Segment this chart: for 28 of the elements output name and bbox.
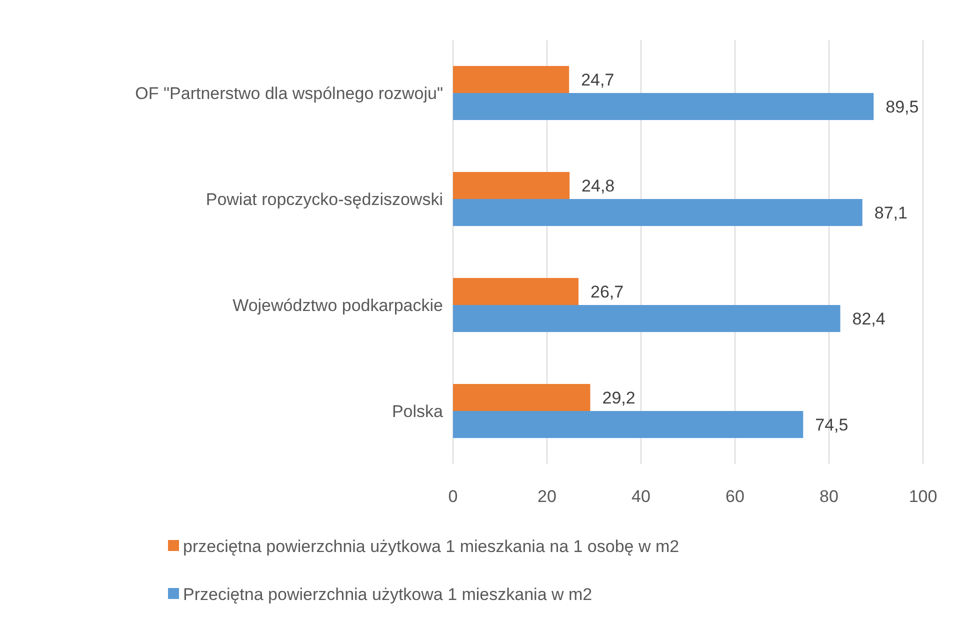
y-tick-label: OF "Partnerstwo dla wspólnego rozwoju" [135,84,443,103]
bar [453,93,874,120]
data-label: 74,5 [815,416,848,435]
x-tick-label: 80 [820,487,838,506]
x-tick-label: 0 [448,487,458,506]
x-tick-label: 100 [908,487,938,506]
bar [453,66,570,93]
y-tick-label: Polska [392,402,444,421]
data-label: 29,2 [602,388,636,408]
data-label: 24,7 [581,70,614,90]
x-tick-label: 40 [632,487,650,506]
data-label: 87,1 [874,204,908,223]
data-label: 82,4 [852,310,886,329]
bar [453,278,578,305]
legend-label: przeciętna powierzchnia użytkowa 1 mieszkania na 1 osobę w m2 [183,537,680,556]
y-tick-label: Powiat ropczycko-sędziszowski [206,190,443,209]
data-label: 26,7 [590,282,624,302]
bar [453,411,804,438]
data-label: 24,8 [582,176,615,196]
bar [453,172,570,199]
bar [453,384,590,411]
x-tick-label: 60 [726,487,744,506]
bar [453,305,840,332]
data-label: 89,5 [886,98,919,117]
y-tick-label: Województwo podkarpackie [232,296,443,315]
bar [453,199,862,226]
x-tick-label: 20 [538,487,556,506]
legend-label: Przeciętna powierzchnia użytkowa 1 mieszkania w m2 [183,585,592,604]
